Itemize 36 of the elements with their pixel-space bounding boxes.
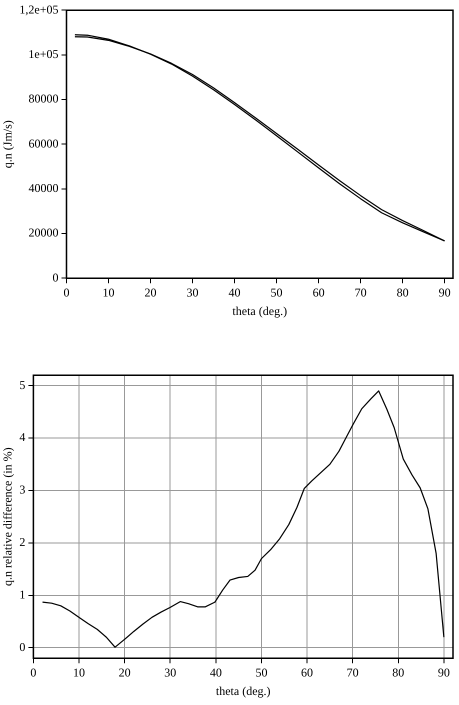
x-tick-label: 20 <box>144 286 157 300</box>
x-tick-label: 40 <box>210 666 222 680</box>
x-tick-label: 10 <box>102 286 115 300</box>
y-tick-label: 20000 <box>28 226 58 240</box>
x-tick-label: 70 <box>346 666 359 680</box>
x-tick-label: 0 <box>63 286 70 300</box>
x-tick-label: 20 <box>118 666 131 680</box>
y-tick-label: 40000 <box>28 181 58 196</box>
x-tick-label: 30 <box>164 666 176 680</box>
x-tick-label: 80 <box>396 286 409 300</box>
y-tick-label: 1,2e+05 <box>19 2 58 16</box>
x-axis-title: theta (deg.) <box>216 684 271 698</box>
x-tick-label: 90 <box>438 286 451 300</box>
x-tick-label: 50 <box>270 286 283 300</box>
y-tick-label: 1e+05 <box>28 47 58 62</box>
x-tick-label: 90 <box>438 666 450 680</box>
y-tick-label: 2 <box>19 535 26 550</box>
y-tick-label: 4 <box>19 430 26 444</box>
y-axis-title: q.n (Jm/s) <box>0 120 14 168</box>
x-tick-label: 40 <box>228 286 241 300</box>
y-tick-label: 0 <box>52 270 58 284</box>
y-tick-label: 0 <box>19 640 26 654</box>
x-tick-label: 70 <box>354 286 367 300</box>
y-tick-label: 80000 <box>28 92 58 106</box>
x-tick-label: 30 <box>186 286 199 300</box>
y-tick-label: 3 <box>19 482 26 497</box>
x-tick-label: 80 <box>392 666 404 680</box>
x-tick-label: 10 <box>73 666 86 680</box>
x-tick-label: 60 <box>301 666 314 680</box>
x-axis-title: theta (deg.) <box>232 304 288 318</box>
y-tick-label: 1 <box>19 587 26 602</box>
x-tick-label: 60 <box>312 286 325 300</box>
y-tick-label: 5 <box>19 378 26 392</box>
y-tick-label: 60000 <box>28 136 58 150</box>
y-axis-title: q.n relative difference (in %) <box>0 447 14 586</box>
x-tick-label: 50 <box>255 666 268 680</box>
